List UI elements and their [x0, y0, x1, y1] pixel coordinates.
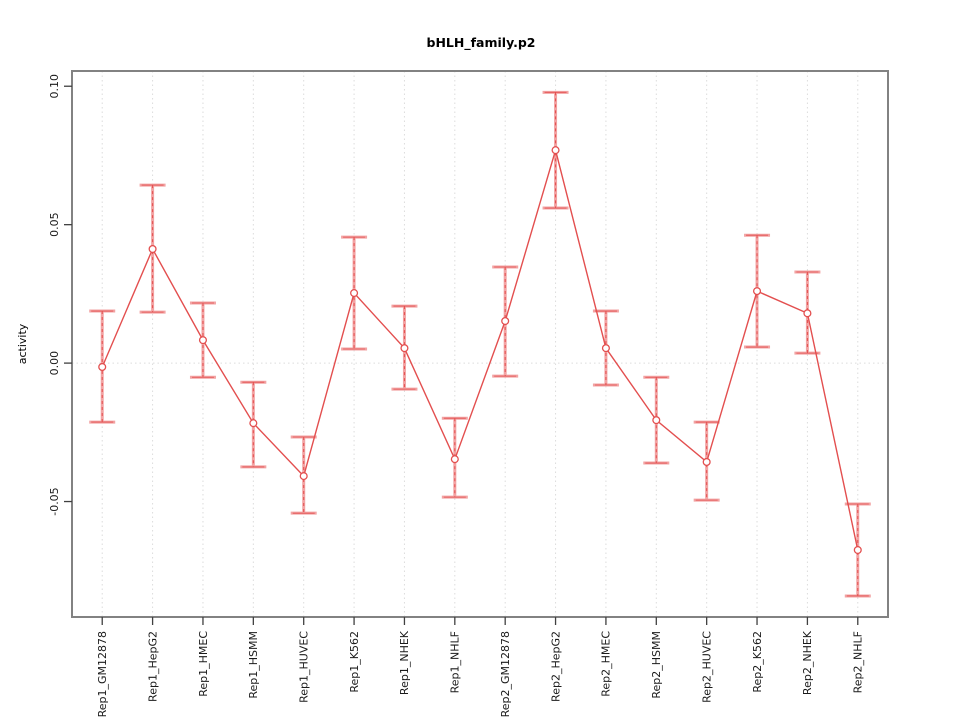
x-tick-label: Rep1_HepG2 — [146, 631, 159, 702]
data-point — [350, 289, 359, 298]
x-tick-label: Rep1_NHEK — [398, 630, 411, 695]
x-tick-label: Rep1_GM12878 — [96, 631, 109, 717]
x-tick-label: Rep2_HMEC — [600, 631, 613, 697]
x-tick-label: Rep1_NHLF — [449, 631, 462, 693]
data-point — [501, 316, 510, 326]
axis-ticks — [64, 85, 859, 625]
data-point — [601, 344, 610, 353]
x-tick-label: Rep1_HUVEC — [298, 631, 311, 703]
y-tick-label: -0.05 — [48, 487, 61, 515]
data-point — [803, 309, 812, 318]
x-tick-label: Rep1_HSMM — [247, 631, 260, 699]
chart-title: bHLH_family.p2 — [427, 35, 536, 51]
data-point — [198, 336, 208, 345]
data-point — [148, 244, 157, 254]
data-point — [400, 344, 409, 353]
error-bars — [89, 90, 871, 598]
x-tick-label: Rep2_HSMM — [650, 631, 663, 699]
data-point — [853, 545, 862, 555]
x-tick-label: Rep2_K562 — [751, 631, 764, 693]
x-tick-label: Rep1_K562 — [348, 631, 361, 693]
x-tick-label: Rep1_HMEC — [197, 631, 210, 697]
series — [98, 146, 862, 555]
data-point — [702, 457, 711, 466]
gridlines — [72, 71, 888, 617]
y-tick-label: 0.00 — [48, 351, 61, 376]
data-point — [98, 362, 107, 372]
axis-tick-labels: -0.05 0.00 0.05 0.10 Rep1_GM12878 Rep1_HepG2 R… — [48, 74, 865, 717]
y-tick-label: 0.05 — [48, 212, 61, 237]
x-tick-label: Rep2_HepG2 — [549, 631, 562, 702]
plot-frame — [71, 70, 889, 618]
plot-border — [71, 70, 889, 618]
x-tick-label: Rep2_HUVEC — [700, 631, 713, 703]
x-tick-label: Rep2_NHEK — [801, 630, 814, 695]
data-point — [652, 416, 661, 425]
data-point — [551, 146, 560, 155]
data-point — [752, 287, 762, 296]
x-tick-label: Rep2_GM12878 — [499, 631, 512, 717]
series-line — [101, 147, 859, 551]
y-axis-label: activity — [16, 323, 29, 364]
data-point — [450, 455, 459, 464]
y-tick-label: 0.10 — [48, 74, 61, 99]
data-point — [299, 472, 308, 481]
x-tick-label: Rep2_NHLF — [852, 631, 865, 693]
data-point — [249, 419, 258, 428]
